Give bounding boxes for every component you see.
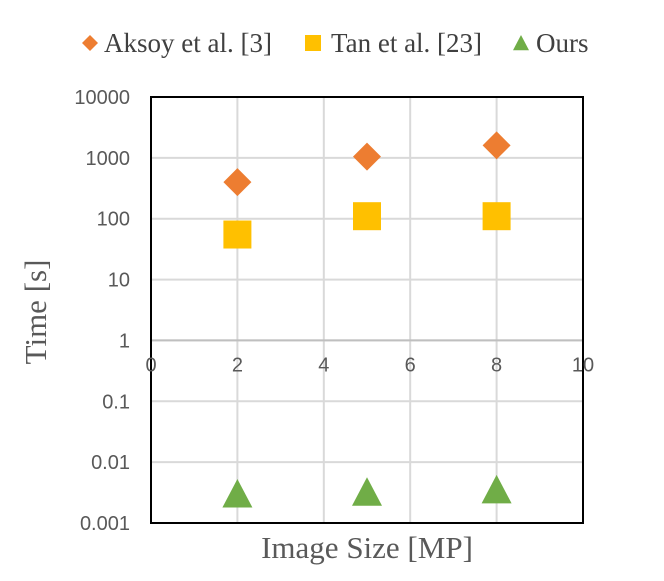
y-tick-label: 10000	[74, 87, 130, 109]
plot-area-border	[150, 96, 584, 524]
y-tick-label: 100	[97, 209, 130, 231]
square-point	[223, 220, 252, 249]
legend: Aksoy et al. [3] Tan et al. [23] Ours	[82, 28, 589, 58]
y-tick-label: 0.001	[80, 513, 130, 535]
triangle-point	[481, 474, 512, 504]
square-point	[353, 202, 381, 231]
triangle-point	[222, 478, 253, 508]
y-tick-label: 0.1	[102, 391, 130, 413]
diamond-point	[223, 168, 252, 197]
square-point	[482, 202, 511, 231]
y-tick-label: 1	[119, 330, 130, 352]
x-tick-label: 8	[491, 354, 502, 376]
legend-square-icon	[305, 35, 321, 51]
y-tick-label: 0.01	[91, 452, 130, 474]
legend-label: Ours	[536, 28, 589, 58]
x-tick-label: 6	[405, 354, 416, 376]
legend-label: Tan et al. [23]	[331, 28, 482, 58]
diamond-point	[353, 142, 381, 171]
x-axis-title: Image Size [MP]	[261, 530, 473, 565]
x-tick-label: 2	[232, 354, 243, 376]
legend-label: Aksoy et al. [3]	[104, 28, 272, 58]
y-tick-label: 1000	[86, 148, 131, 170]
x-tick-label: 10	[572, 354, 594, 376]
x-tick-label: 0	[145, 354, 156, 376]
y-tick-label: 10	[108, 270, 130, 292]
x-tick-labels: 0 2 4 6 8 10	[145, 354, 594, 376]
legend-diamond-icon	[82, 35, 98, 51]
y-tick-labels: 10000 1000 100 10 1 0.1 0.01 0.001	[74, 87, 130, 535]
diamond-point	[482, 131, 511, 160]
x-tick-label: 4	[318, 354, 329, 376]
data-points	[222, 131, 512, 508]
y-axis-title: Time [s]	[18, 260, 53, 365]
legend-triangle-icon	[513, 35, 529, 51]
triangle-point	[352, 477, 382, 506]
